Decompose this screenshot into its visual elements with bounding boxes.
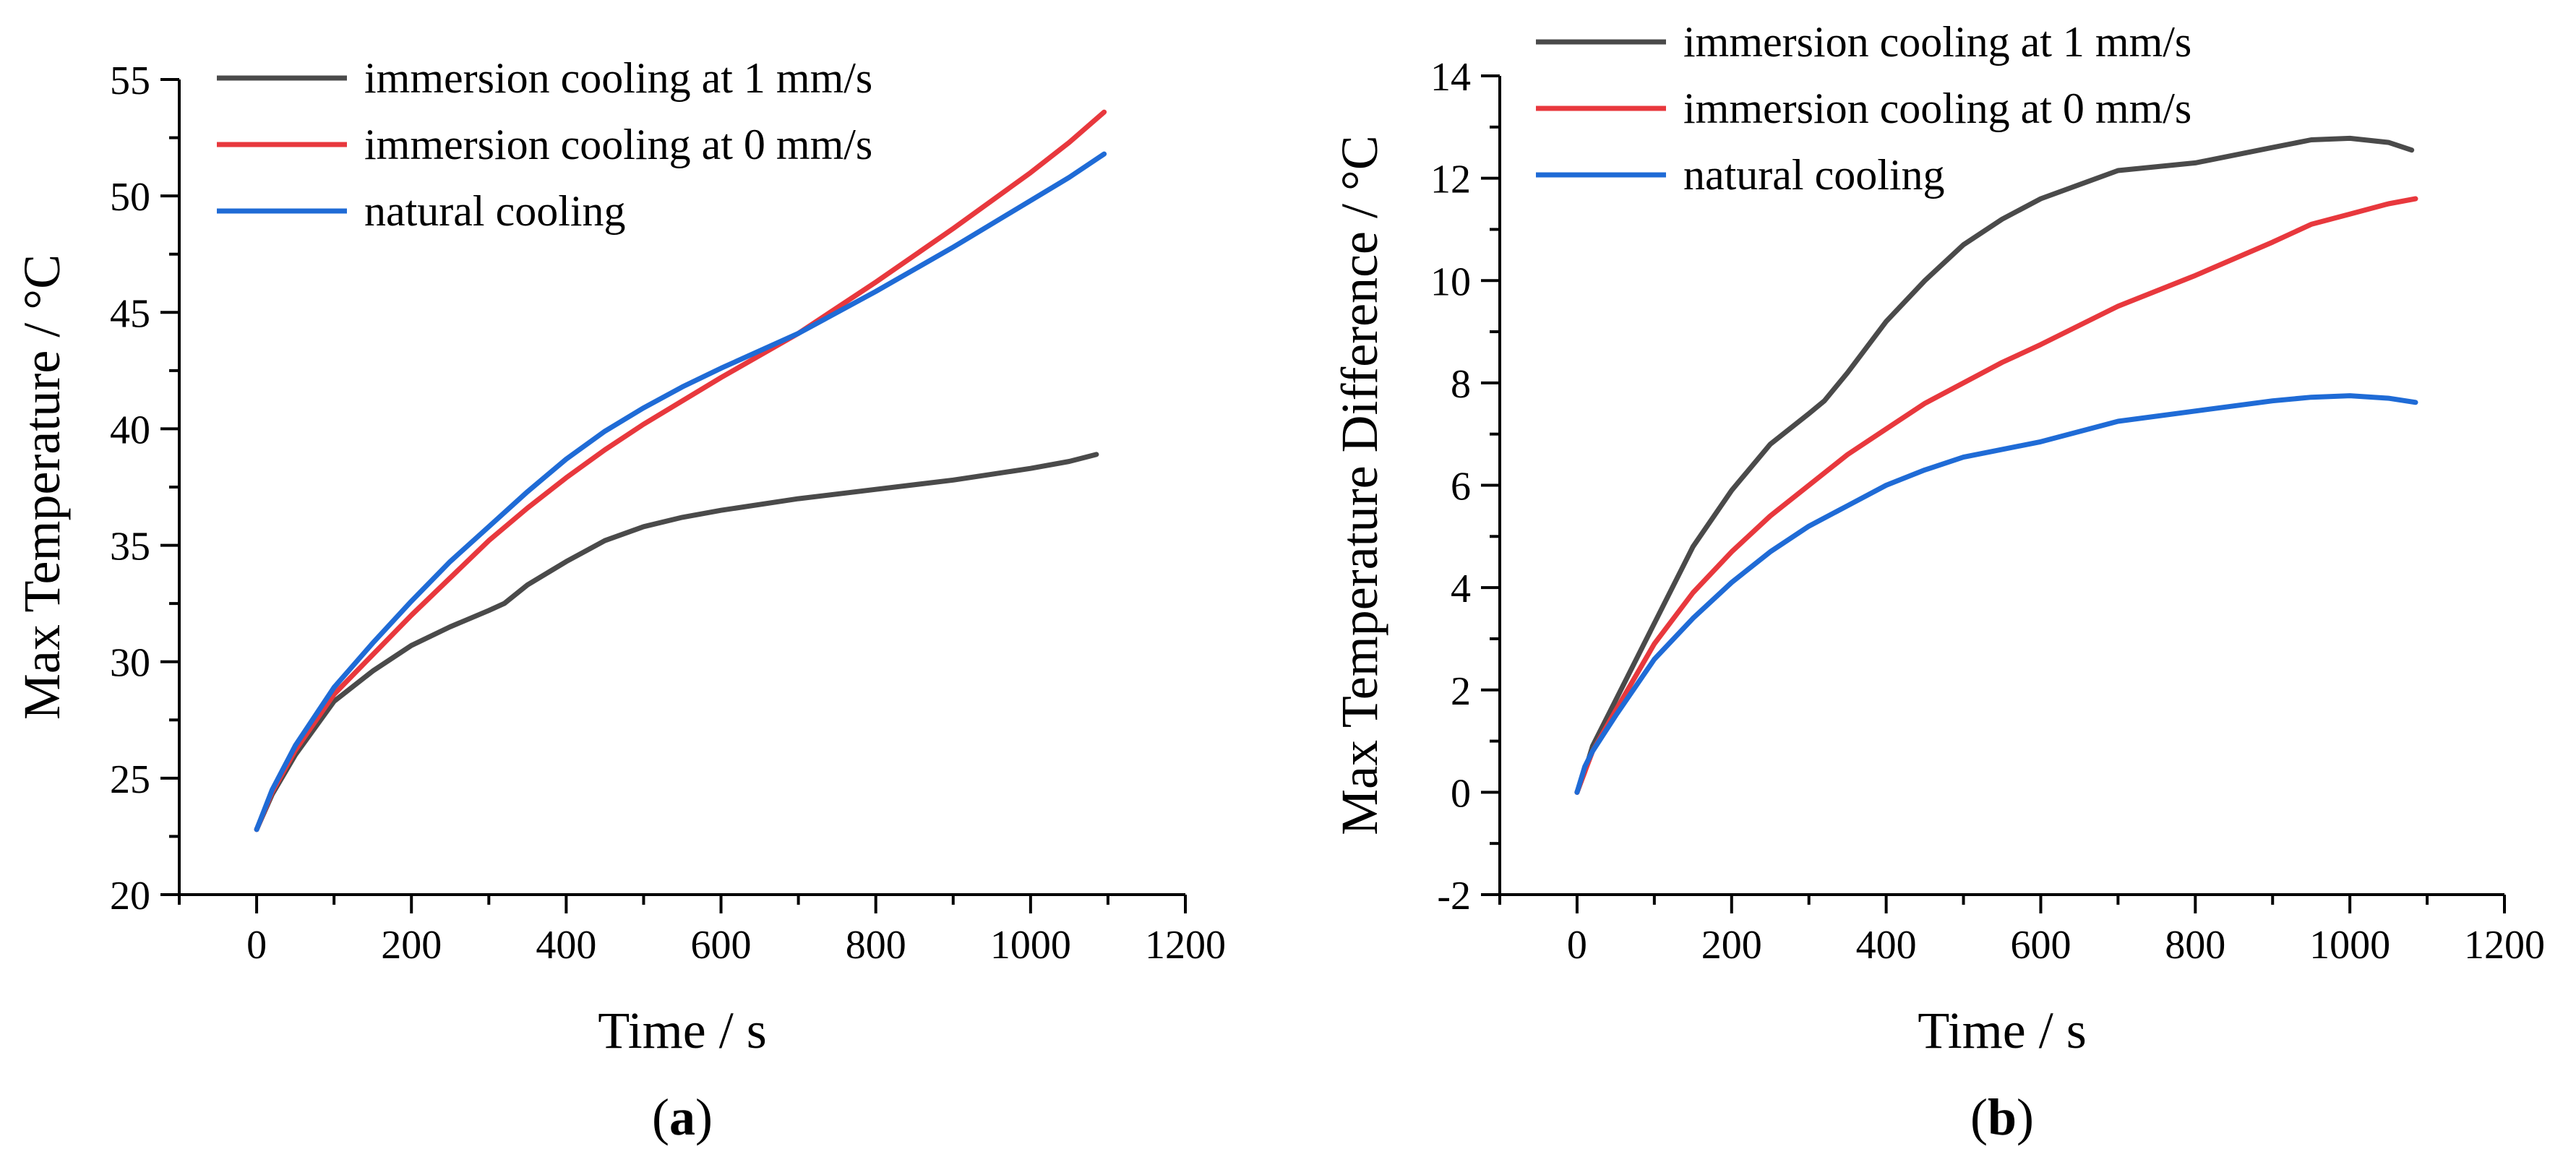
x-tick-label: 400 (1856, 923, 1917, 968)
x-tick-label: 1200 (2464, 923, 2545, 968)
panel-caption: (a) (652, 1088, 713, 1146)
legend-label-3: natural cooling (364, 187, 626, 235)
y-tick-label: 20 (110, 874, 150, 918)
y-tick-label: 30 (110, 641, 150, 686)
y-tick-label: 50 (110, 175, 150, 220)
caption-close-paren: ) (2017, 1088, 2034, 1146)
y-tick-label: 2 (1451, 669, 1471, 714)
y-tick-label: 35 (110, 525, 150, 569)
x-tick-label: 200 (1701, 923, 1762, 968)
caption-open-paren: ( (1970, 1088, 1988, 1146)
legend-label-2: immersion cooling at 0 mm/s (364, 121, 872, 168)
x-tick-label: 600 (691, 923, 752, 968)
series-line-2 (1574, 196, 2418, 795)
series-line-1 (1574, 135, 2415, 795)
y-tick-label: 6 (1451, 465, 1471, 509)
series-line-3 (1574, 393, 2418, 795)
x-tick-label: 200 (381, 923, 442, 968)
legend-label-1: immersion cooling at 1 mm/s (364, 54, 872, 102)
y-tick-label: 40 (110, 408, 150, 452)
panel-caption: (b) (1970, 1088, 2034, 1146)
y-axis-title: Max Temperature / °C (13, 254, 71, 720)
y-tick-label: 45 (110, 291, 150, 336)
y-tick-label: 10 (1430, 259, 1471, 304)
caption-letter: a (669, 1088, 695, 1146)
x-axis-title: Time / s (1918, 1002, 2086, 1059)
x-tick-label: 1000 (2309, 923, 2390, 968)
y-tick-label: 25 (110, 757, 150, 802)
x-tick-label: 800 (2165, 923, 2225, 968)
y-tick-label: 4 (1451, 567, 1471, 611)
y-tick-label: 0 (1451, 771, 1471, 816)
x-tick-label: 0 (246, 923, 267, 968)
x-tick-label: 0 (1567, 923, 1587, 968)
chart-panel-a: 0 200 400 600 800 1000 1200 20 25 30 35 40 45 50 55 Tim… (13, 54, 1226, 1146)
y-tick-label: 8 (1451, 362, 1471, 407)
chart-panel-b: 0 200 400 600 800 1000 1200 -2 0 2 4 6 8 10 12 14 Time /… (1331, 18, 2545, 1146)
x-tick-label: 400 (536, 923, 596, 968)
legend-label-2: immersion cooling at 0 mm/s (1683, 85, 2191, 132)
y-tick-label: 12 (1430, 158, 1471, 202)
x-tick-label: 800 (846, 923, 906, 968)
series-line-2 (254, 109, 1107, 832)
x-tick-label: 1000 (990, 923, 1071, 968)
x-tick-label: 600 (2010, 923, 2071, 968)
y-tick-label: 14 (1430, 55, 1471, 100)
series-line-3 (254, 151, 1107, 832)
y-tick-label: 55 (110, 59, 150, 103)
series-line-1 (254, 452, 1099, 832)
caption-letter: b (1988, 1088, 2017, 1146)
x-axis-title: Time / s (598, 1002, 766, 1059)
legend-label-1: immersion cooling at 1 mm/s (1683, 18, 2191, 66)
y-tick-label: -2 (1437, 874, 1471, 918)
caption-close-paren: ) (695, 1088, 713, 1146)
x-tick-label: 1200 (1145, 923, 1226, 968)
caption-open-paren: ( (652, 1088, 669, 1146)
y-axis-title: Max Temperature Difference / °C (1331, 135, 1388, 835)
legend-label-3: natural cooling (1683, 151, 1945, 199)
